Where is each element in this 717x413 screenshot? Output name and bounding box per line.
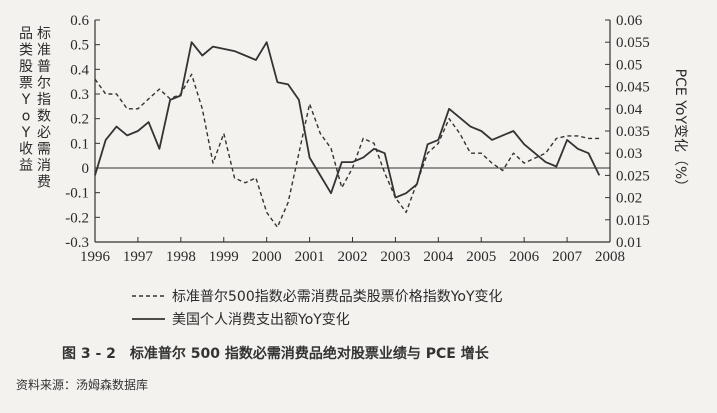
left-tick-label: -0.3 — [65, 235, 89, 251]
right-tick-label: 0.02 — [616, 191, 642, 207]
x-tick-label: 1997 — [123, 249, 154, 265]
left-tick-label: 0.2 — [70, 112, 89, 128]
right-tick-label: 0.03 — [616, 146, 642, 162]
left-axis-label-char: 品 — [19, 26, 33, 42]
left-tick-label: 0.1 — [70, 136, 89, 152]
source-note: 资料来源：汤姆森数据库 — [16, 378, 149, 392]
right-tick-label: 0.01 — [616, 235, 642, 251]
series-layer — [94, 41, 601, 228]
x-tick-label: 2002 — [338, 249, 368, 265]
x-tick-label: 2005 — [466, 249, 496, 265]
series-line-pce-yoy — [94, 41, 601, 199]
legend-label-pce: 美国个人消费支出额YoY变化 — [172, 312, 350, 328]
right-axis-label-text: PCE YoY变化（%） — [672, 69, 688, 194]
left-axis-label-char: 标 — [37, 26, 51, 42]
left-axis-label-char: Y — [21, 92, 31, 108]
left-axis-label-char: 票 — [19, 76, 33, 92]
x-tick-label: 1998 — [166, 249, 196, 265]
legend-label-stock: 标准普尔500指数必需消费品类股票价格指数YoY变化 — [172, 289, 503, 305]
left-axis-label-char: 需 — [37, 142, 51, 158]
left-axis-label-char: 股 — [19, 59, 33, 75]
left-axis-label-char: Y — [21, 125, 31, 141]
left-tick-label: 0.5 — [70, 38, 89, 54]
x-axis-ticks: 1996 1997 1998 1999 2000 2001 2002 2003 2004 2005… — [80, 237, 625, 265]
x-tick-label: 2006 — [509, 249, 540, 265]
left-tick-label: 0.3 — [70, 87, 89, 103]
x-tick-label: 2000 — [252, 249, 282, 265]
left-axis-label-char: 数 — [37, 109, 51, 125]
left-tick-label: -0.1 — [65, 186, 89, 202]
series-line-stock-yoy — [94, 73, 600, 228]
left-axis-label-char: 指 — [37, 92, 51, 108]
right-tick-label: 0.055 — [616, 35, 650, 51]
figure-caption: 图 3 - 2 标准普尔 500 指数必需消费品绝对股票业绩与 PCE 增长 — [62, 346, 489, 362]
left-axis-label-char: 收 — [19, 142, 33, 158]
left-axis-label-char: o — [22, 109, 31, 125]
left-axis-label-char: 益 — [19, 158, 33, 174]
x-tick-label: 2008 — [595, 249, 625, 265]
line-chart: -0.3-0.2-0.100.10.20.30.40.50.6 0.010.01… — [19, 13, 688, 328]
left-axis-label-char: 准 — [37, 43, 51, 59]
right-axis-ticks: 0.01 0.015 0.02 0.025 0.03 0.035 0.04 0.045 0.05… — [605, 13, 650, 251]
right-axis-label: PCE YoY变化（%） — [672, 69, 688, 194]
left-axis-label-char: 类 — [19, 43, 33, 59]
x-tick-label: 2001 — [295, 249, 325, 265]
legend: 标准普尔500指数必需消费品类股票价格指数YoY变化 美国个人消费支出额YoY变… — [132, 289, 503, 328]
x-tick-label: 2003 — [380, 249, 410, 265]
right-tick-label: 0.015 — [616, 213, 650, 229]
chart-axes — [94, 20, 611, 243]
left-axis-label-char: 普 — [37, 59, 51, 75]
left-axis-label-char: 消 — [37, 158, 51, 174]
left-tick-label: 0.6 — [70, 13, 89, 29]
left-axis-label-char: 必 — [37, 125, 51, 141]
right-tick-label: 0.035 — [616, 124, 650, 140]
right-tick-label: 0.045 — [616, 80, 650, 96]
right-tick-label: 0.05 — [616, 57, 642, 73]
left-tick-label: 0 — [82, 161, 90, 177]
right-tick-label: 0.06 — [616, 13, 643, 29]
left-tick-label: -0.2 — [65, 210, 89, 226]
x-tick-label: 2004 — [423, 249, 454, 265]
right-tick-label: 0.025 — [616, 168, 650, 184]
x-tick-label: 2007 — [552, 249, 583, 265]
right-tick-label: 0.04 — [616, 102, 643, 118]
x-tick-label: 1999 — [209, 249, 239, 265]
x-tick-label: 1996 — [80, 249, 111, 265]
left-axis-label-char: 费 — [37, 175, 51, 191]
left-tick-label: 0.4 — [70, 62, 89, 78]
left-axis-label-char: 尔 — [37, 76, 51, 92]
